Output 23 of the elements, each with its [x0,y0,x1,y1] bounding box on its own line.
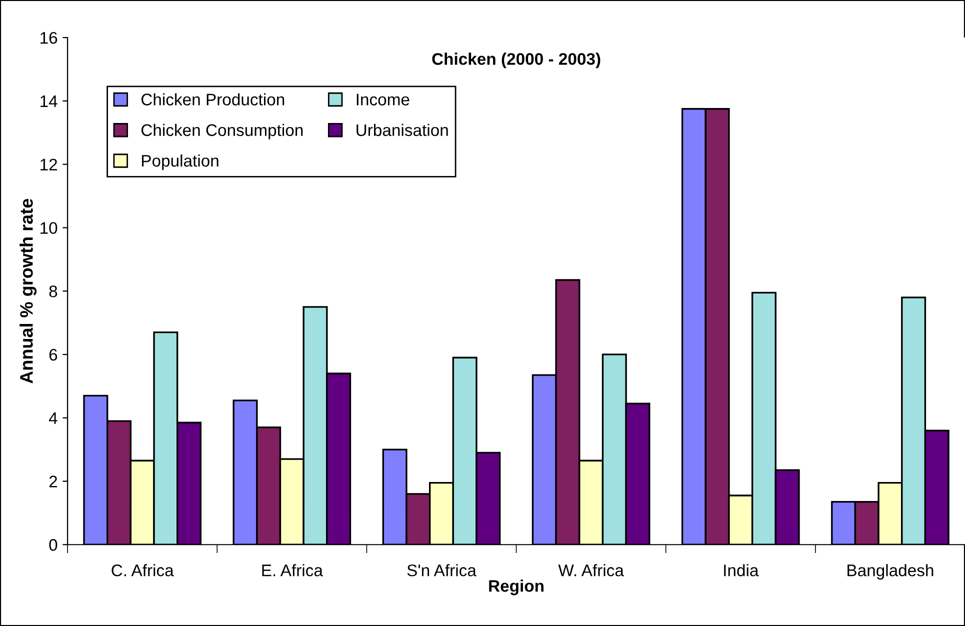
y-tick-label: 14 [40,96,58,107]
x-axis-title: Region [489,580,544,596]
legend-label: Chicken Consumption [141,124,303,140]
y-tick-label: 4 [48,412,58,424]
y-tick-label: 0 [49,539,58,551]
x-tick-label: E. Africa [262,564,323,576]
legend-label: Urbanisation [356,124,448,136]
y-tick-label: 16 [40,32,58,44]
x-tick-label: W. Africa [558,564,624,576]
legend-label: Chicken Production [141,93,284,106]
x-tick-label: India [724,564,759,576]
y-tick-label: 6 [49,348,58,361]
x-tick-label: Bangladesh [848,564,934,580]
y-tick-label: 10 [40,222,58,234]
y-tick-label: 2 [49,476,57,488]
legend-label: Population [142,154,218,170]
text: Chicken (2000 - 2003) [432,52,600,68]
y-tick-label: 12 [40,158,57,170]
legend-label: Income [356,94,410,106]
y-axis-title: Annual % growth rate [20,198,37,384]
x-tick-label: S'n Africa [407,564,476,576]
x-tick-label: C. Africa [112,564,174,576]
y-tick-label: 8 [49,285,58,298]
